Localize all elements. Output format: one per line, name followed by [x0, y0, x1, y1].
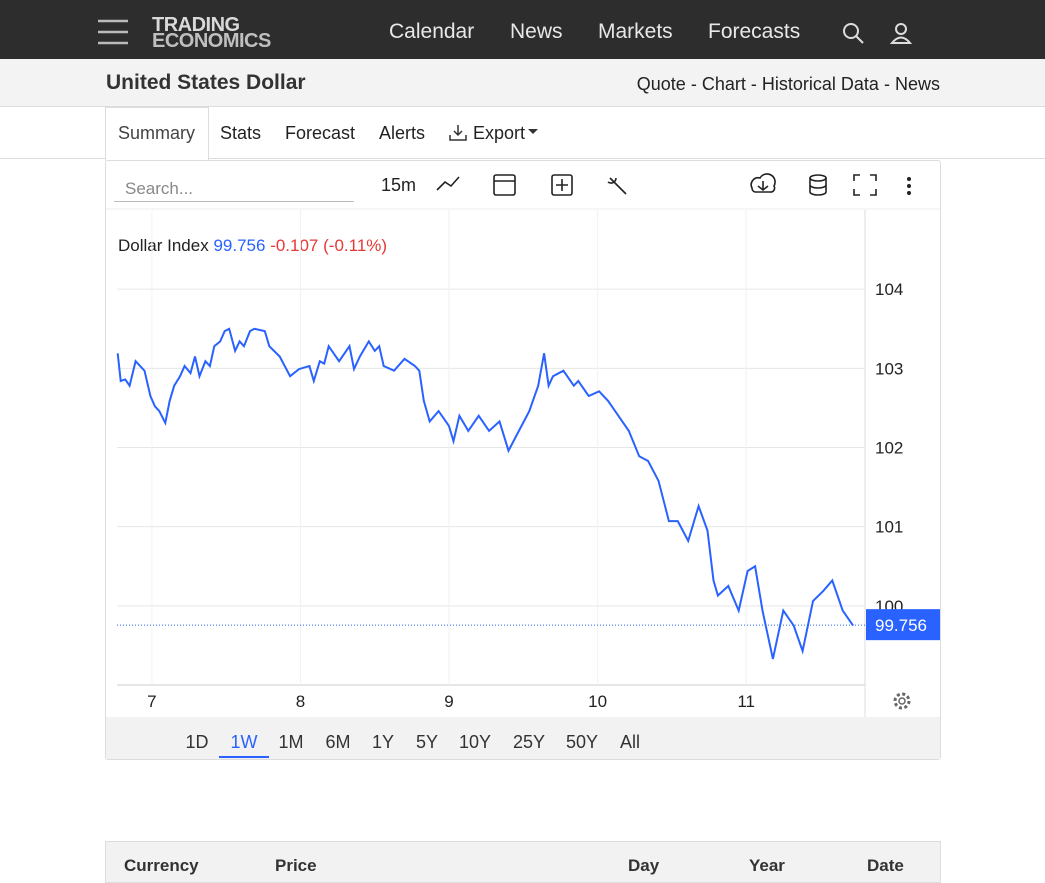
- range-button[interactable]: 6M: [325, 732, 351, 752]
- y-tick-label: 104: [875, 280, 903, 299]
- tab-line: [0, 158, 1045, 159]
- more-icon[interactable]: [907, 177, 911, 195]
- range-button[interactable]: 1M: [278, 732, 304, 752]
- page-title: United States Dollar: [106, 71, 306, 94]
- separator: -: [690, 74, 697, 94]
- add-icon[interactable]: [551, 174, 573, 196]
- y-tick-label: 103: [875, 359, 903, 378]
- separator: -: [883, 74, 890, 94]
- table-header-cell: Day: [628, 856, 660, 875]
- nav-link[interactable]: Forecasts: [708, 20, 801, 43]
- legend-value: 99.756: [213, 236, 265, 255]
- tab[interactable]: Export: [473, 123, 526, 143]
- line-tool-icon[interactable]: [436, 176, 460, 191]
- x-tick-label: 9: [444, 692, 453, 711]
- add-icon-plus: [556, 179, 568, 191]
- range-button[interactable]: 1W: [230, 732, 258, 752]
- top-bar: [0, 0, 1045, 59]
- x-tick-label: 8: [296, 692, 305, 711]
- last-price-label: 99.756: [875, 616, 927, 635]
- range-bar: [106, 717, 940, 759]
- download-icon: [449, 125, 467, 141]
- range-button[interactable]: All: [619, 732, 641, 752]
- table-header: [105, 841, 941, 883]
- active-underline: [219, 756, 269, 758]
- range-button[interactable]: 25Y: [512, 732, 546, 752]
- legend-change-percent: (-0.11%): [323, 236, 387, 255]
- range-button[interactable]: 10Y: [458, 732, 492, 752]
- y-tick-label: 102: [875, 439, 903, 458]
- link[interactable]: Historical Data: [761, 74, 879, 94]
- user-icon[interactable]: [890, 22, 912, 46]
- separator: -: [750, 74, 757, 94]
- logo[interactable]: TRADING: [152, 14, 240, 36]
- chart: Dollar Index 99.756 -0.107 (-0.11%) 1001…: [106, 173, 940, 717]
- last-price-tag: [866, 609, 940, 641]
- nav-link[interactable]: Calendar: [389, 20, 475, 43]
- range-button[interactable]: 1D: [185, 732, 209, 752]
- caret: [528, 129, 538, 134]
- interval[interactable]: 15m: [381, 175, 417, 195]
- cloud-icon[interactable]: [750, 173, 776, 193]
- sub-bar: [0, 59, 1045, 107]
- table-header-cell: Year: [749, 856, 785, 875]
- y-tick-label: 101: [875, 518, 903, 537]
- price-line: [116, 327, 854, 660]
- database-icon[interactable]: [809, 174, 827, 182]
- search-icon[interactable]: [842, 22, 866, 46]
- tab[interactable]: Summary: [118, 123, 196, 143]
- settings-icon[interactable]: [893, 692, 911, 710]
- x-tick-label: 7: [147, 692, 156, 711]
- link[interactable]: Chart: [701, 74, 746, 94]
- range-button[interactable]: 5Y: [415, 732, 439, 752]
- table-header-cell: Date: [867, 856, 904, 875]
- cloud-arrow: [757, 181, 769, 192]
- menu-icon[interactable]: [98, 19, 128, 45]
- link[interactable]: Quote: [636, 74, 686, 94]
- active-tab: [105, 107, 209, 161]
- tab[interactable]: Alerts: [379, 123, 426, 143]
- nav-link[interactable]: Markets: [598, 20, 673, 43]
- tab[interactable]: Forecast: [285, 123, 356, 143]
- legend-name: Dollar Index: [118, 236, 209, 255]
- page-links: Quote - Chart - Historical Data - News: [637, 74, 940, 95]
- calendar-icon[interactable]: [493, 174, 516, 196]
- x-tick-label: 10: [588, 692, 607, 711]
- fullscreen-icon[interactable]: [853, 174, 877, 196]
- link[interactable]: News: [894, 74, 940, 94]
- database-icon-body: [809, 178, 827, 196]
- table-header-cell: Currency: [124, 856, 199, 875]
- nav-link[interactable]: News: [510, 20, 563, 43]
- range-button[interactable]: 50Y: [565, 732, 599, 752]
- tab[interactable]: Stats: [220, 123, 262, 143]
- chart-box: [105, 160, 941, 760]
- wrench-icon[interactable]: [607, 177, 627, 195]
- legend: Dollar Index 99.756 -0.107 (-0.11%): [118, 236, 387, 255]
- range-button[interactable]: 1Y: [371, 732, 395, 752]
- table-header-cell: Price: [275, 856, 317, 875]
- search-input[interactable]: Search...: [114, 172, 354, 202]
- x-tick-label: 11: [737, 692, 755, 711]
- legend-change: -0.107: [270, 236, 318, 255]
- logo[interactable]: ECONOMICS: [152, 30, 271, 52]
